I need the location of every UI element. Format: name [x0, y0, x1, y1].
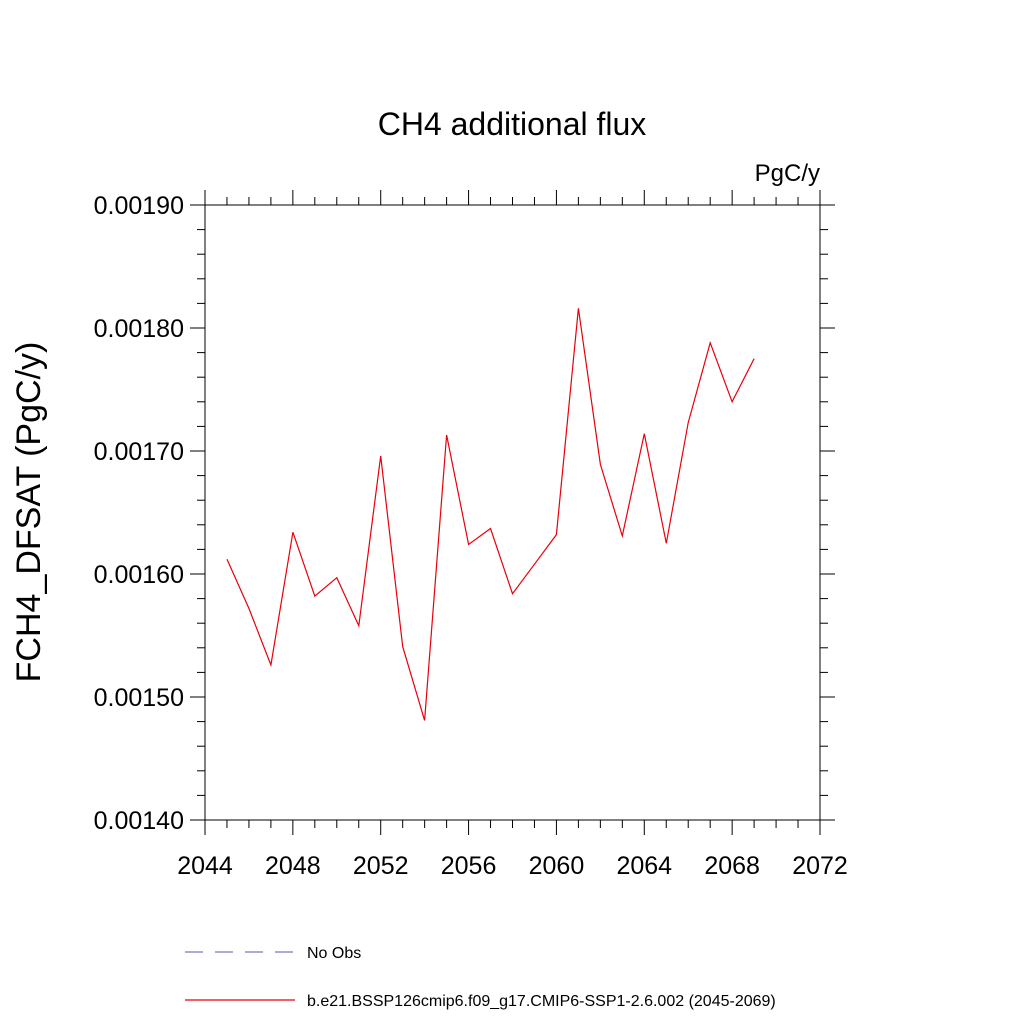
series-line [226, 308, 755, 721]
plot-frame [204, 204, 821, 821]
x-tick-label: 2044 [177, 852, 233, 880]
y-tick-label: 0.00180 [94, 315, 184, 343]
y-tick-label: 0.00170 [94, 438, 184, 466]
x-tick-label: 2064 [616, 852, 672, 880]
y-tick-label: 0.00160 [94, 561, 184, 589]
x-tick-label: 2060 [529, 852, 585, 880]
series-lines [226, 308, 755, 721]
legend: No Obs b.e21.BSSP126cmip6.f09_g17.CMIP6-S… [185, 945, 776, 1010]
y-tick-label: 0.00140 [94, 807, 184, 835]
x-tick-label: 2048 [265, 852, 321, 880]
y-tick-label: 0.00150 [94, 684, 184, 712]
axis-tick-labels: 2044 2048 2052 2056 2060 2064 2068 2072 0.00140 0… [94, 192, 848, 880]
axis-ticks [190, 190, 835, 835]
x-tick-label: 2056 [441, 852, 497, 880]
x-tick-label: 2052 [353, 852, 409, 880]
y-tick-label: 0.00190 [94, 192, 184, 220]
x-tick-label: 2068 [704, 852, 760, 880]
legend-label: No Obs [307, 945, 361, 962]
legend-label: b.e21.BSSP126cmip6.f09_g17.CMIP6-SSP1-2.… [307, 993, 776, 1010]
chart-title: CH4 additional flux [378, 106, 647, 142]
units-label: PgC/y [755, 160, 820, 187]
y-axis-title: FCH4_DFSAT (PgC/y) [10, 342, 48, 683]
x-tick-label: 2072 [792, 852, 848, 880]
